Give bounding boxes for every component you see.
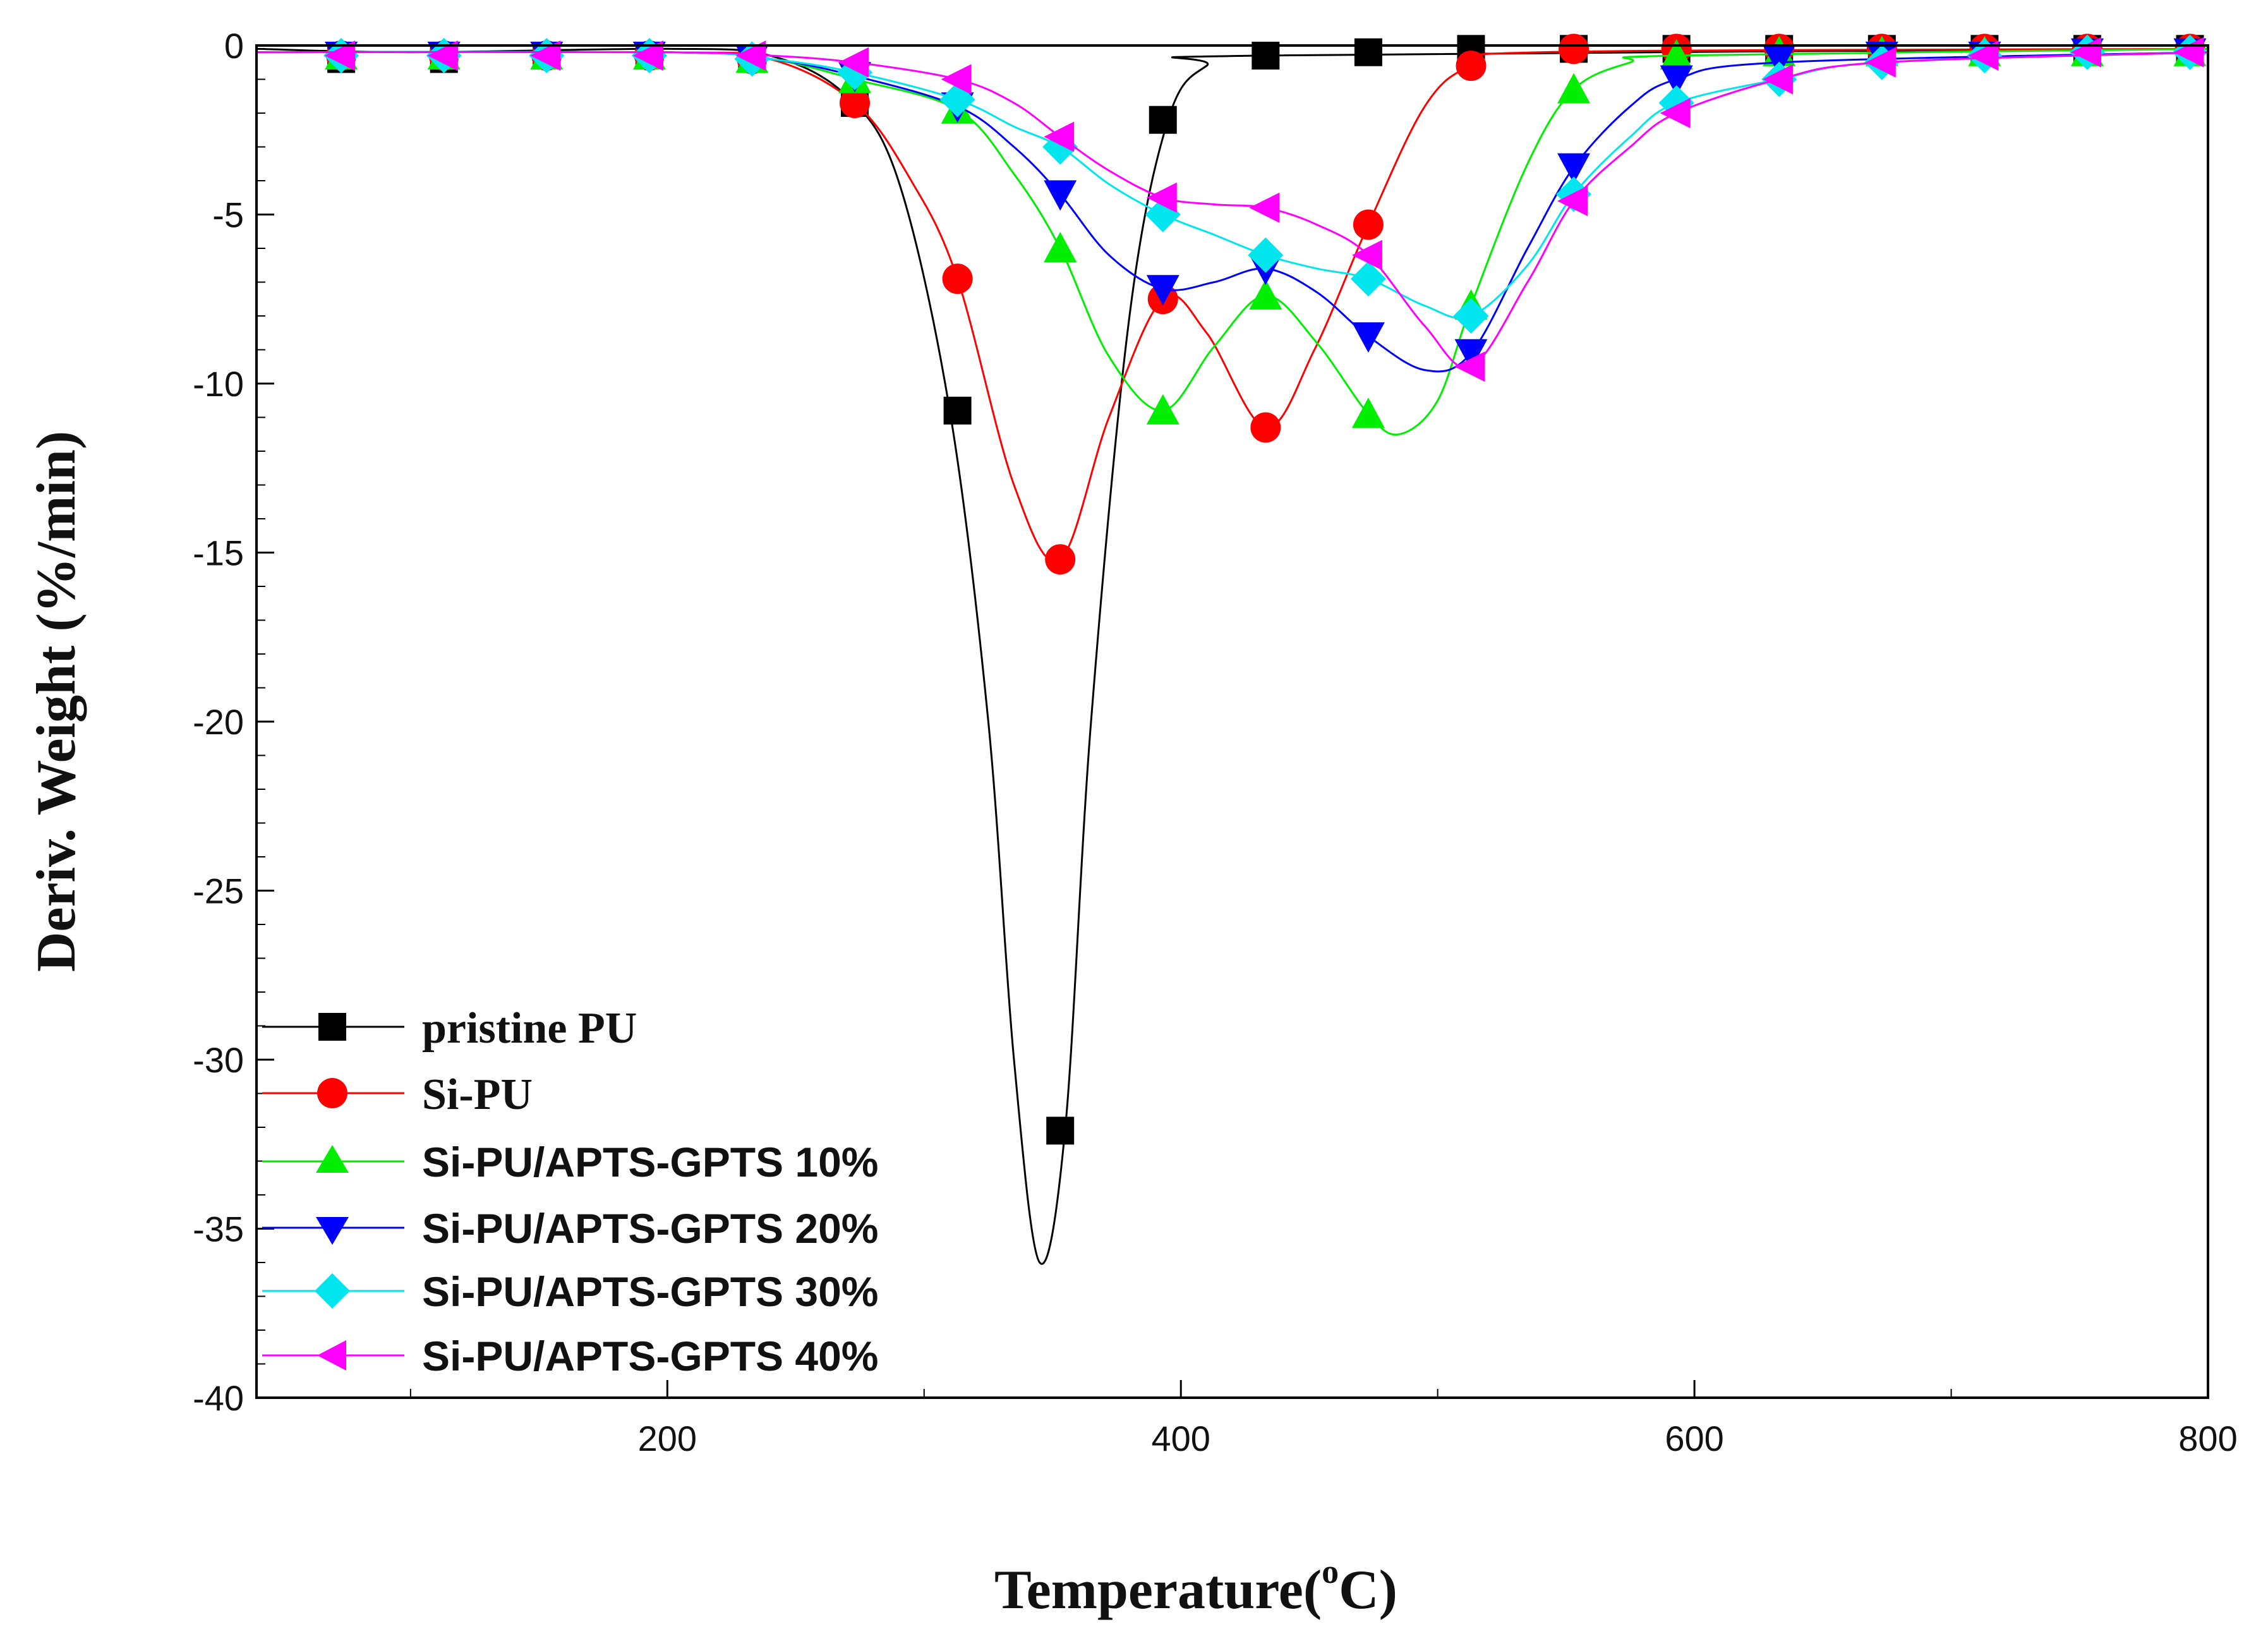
x-tick-label: 800 [2178,1419,2237,1458]
legend-entry-10: Si-PU/APTS-GPTS 10% [262,1139,879,1185]
data-point-si-pu-apts-gpts-40-15 [1865,47,1896,78]
data-point-si-pu-apts-gpts-10-8 [1146,394,1179,425]
data-point-si-pu-apts-gpts-30-11 [1453,298,1489,334]
legend-entry-si-pu: Si-PU [262,1070,533,1119]
series-line-si-pu-apts-gpts-40 [256,51,2209,369]
data-point-si-pu-apts-gpts-10-12 [1557,73,1591,104]
data-point-si-pu-9 [1250,412,1281,443]
data-point-si-pu-11 [1456,51,1487,82]
legend-label-10: Si-PU/APTS-GPTS 10% [422,1139,879,1185]
data-point-si-pu-apts-gpts-10-9 [1249,279,1282,310]
x-tick-label: 200 [638,1419,697,1458]
data-point-si-pu-apts-gpts-40-9 [1249,192,1280,223]
y-tick-label: -40 [193,1378,244,1418]
data-point-si-pu-apts-gpts-40-13 [1660,98,1691,128]
series-line-pristine-pu [256,47,2209,1265]
data-point-si-pu-5 [840,87,871,118]
data-point-pristine-pu-6 [943,396,972,425]
data-point-si-pu-apts-gpts-40-14 [1763,64,1794,95]
legend-marker-30 [315,1273,350,1309]
data-point-si-pu-apts-gpts-20-13 [1660,65,1693,96]
y-tick-label: -35 [193,1209,244,1249]
y-tick-label: -15 [193,533,244,573]
data-point-si-pu-apts-gpts-10-13 [1660,39,1693,70]
data-point-si-pu-apts-gpts-40-11 [1454,351,1485,382]
data-point-si-pu-apts-gpts-10-7 [1044,232,1077,262]
y-tick-label: -5 [212,195,244,235]
data-point-pristine-pu-10 [1354,38,1382,66]
legend-marker-20 [316,1217,349,1245]
data-point-si-pu-apts-gpts-20-10 [1351,322,1385,353]
x-tick-label: 400 [1151,1419,1210,1458]
data-point-si-pu-apts-gpts-20-7 [1044,180,1077,211]
data-point-si-pu-6 [942,263,973,294]
legend-label-30: Si-PU/APTS-GPTS 30% [422,1268,879,1315]
data-point-si-pu-apts-gpts-40-7 [1044,121,1075,152]
data-point-si-pu-apts-gpts-40-0 [325,40,356,71]
data-point-si-pu-7 [1045,544,1076,575]
data-point-si-pu-apts-gpts-40-16 [1968,40,1999,71]
data-point-si-pu-apts-gpts-40-6 [941,64,972,95]
y-axis-title: Deriv. Weight (%/min) [26,431,87,972]
data-point-si-pu-apts-gpts-40-10 [1351,239,1382,270]
series-si-pu-apts-gpts-40 [256,37,2209,382]
data-point-si-pu-apts-gpts-40-4 [735,40,766,71]
data-point-pristine-pu-8 [1149,106,1177,134]
legend-marker-10 [316,1145,349,1173]
y-tick-label: 0 [224,26,244,66]
data-point-si-pu-apts-gpts-40-8 [1146,182,1177,213]
data-point-si-pu-apts-gpts-30-10 [1350,261,1386,297]
legend-entry-pristine-pu: pristine PU [262,1004,637,1053]
legend-label-40: Si-PU/APTS-GPTS 40% [422,1333,879,1379]
legend-label-20: Si-PU/APTS-GPTS 20% [422,1205,879,1252]
data-point-si-pu-apts-gpts-20-12 [1557,153,1591,184]
data-point-si-pu-apts-gpts-40-1 [427,40,458,71]
data-point-si-pu-apts-gpts-20-8 [1146,275,1179,306]
x-tick-label: 600 [1665,1419,1723,1458]
axes: 0 -5 -10 -15 -20 -25 -30 -35 -40 200 400 600 800 [193,26,2238,1458]
data-point-si-pu-apts-gpts-40-12 [1557,186,1588,217]
data-point-si-pu-apts-gpts-10-10 [1351,397,1385,428]
data-point-si-pu-apts-gpts-30-9 [1248,237,1284,273]
data-point-si-pu-apts-gpts-20-14 [1763,45,1796,76]
legend-label-si-pu: Si-PU [422,1070,533,1119]
legend-marker-pristine-pu [318,1013,346,1041]
y-tick-label: -20 [193,702,244,742]
data-point-si-pu-12 [1559,33,1589,64]
data-point-si-pu-apts-gpts-40-2 [530,40,561,71]
series-line-si-pu-apts-gpts-30 [256,51,2209,319]
data-point-si-pu-apts-gpts-40-3 [632,40,663,71]
legend-label-pristine-pu: pristine PU [422,1004,637,1053]
series-layer [256,33,2209,1265]
data-point-si-pu-apts-gpts-40-5 [838,47,869,78]
data-point-pristine-pu-7 [1046,1117,1075,1145]
y-tick-label: -25 [193,871,244,911]
legend: pristine PU Si-PU Si-PU/APTS-GPTS 10% Si… [262,1004,879,1379]
legend-entry-20: Si-PU/APTS-GPTS 20% [262,1205,879,1252]
data-point-si-pu-apts-gpts-20-11 [1454,339,1488,370]
legend-entry-40: Si-PU/APTS-GPTS 40% [262,1333,879,1379]
data-point-si-pu-10 [1353,209,1384,240]
y-tick-label: -30 [193,1040,244,1080]
legend-entry-30: Si-PU/APTS-GPTS 30% [262,1268,879,1315]
legend-marker-si-pu [317,1078,347,1108]
x-axis-title: Temperature(oC) [994,1553,1397,1621]
legend-marker-40 [317,1340,346,1371]
y-tick-label: -10 [193,364,244,404]
